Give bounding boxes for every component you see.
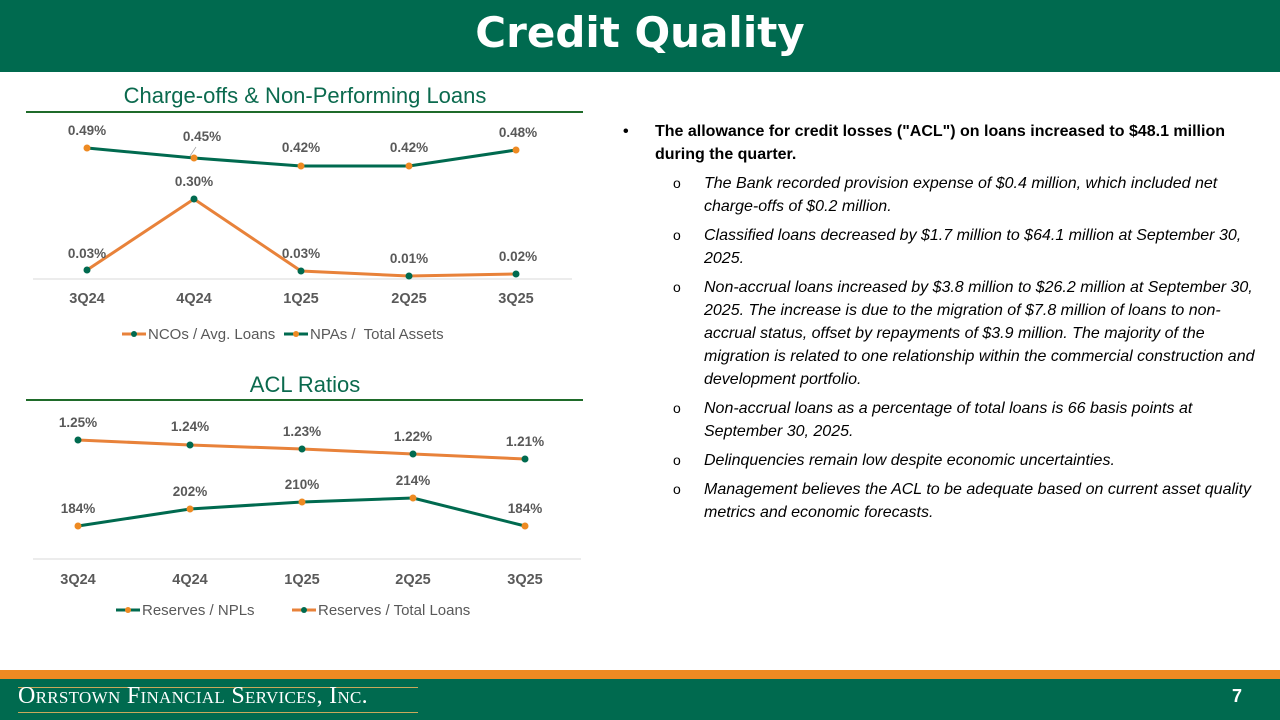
x-tick-label: 2Q25 (391, 291, 426, 307)
sub-bullet-text: Delinquencies remain low despite economi… (704, 452, 1115, 469)
nco-label: 0.03% (68, 246, 106, 261)
page-number: 7 (1231, 686, 1242, 706)
reserves-loans-label: 1.21% (506, 434, 544, 449)
slide-title: Credit Quality (475, 8, 805, 57)
npa-label: 0.48% (499, 125, 537, 140)
sub-bullet: o Management believes the ACL to be adeq… (620, 478, 1260, 524)
main-bullet-text: The allowance for credit losses ("ACL") … (655, 123, 1225, 163)
chargeoffs-chart-title: Charge-offs & Non-Performing Loans (123, 83, 487, 108)
x-tick-label: 3Q25 (507, 572, 542, 588)
sub-bullet-marker: o (673, 227, 681, 243)
npa-label: 0.49% (68, 123, 106, 138)
x-tick-label: 4Q24 (176, 291, 211, 307)
sub-bullet: o The Bank recorded provision expense of… (620, 172, 1260, 218)
acl-legend: Reserves / NPLs Reserves / Total Loans (116, 602, 470, 619)
footer-accent-bar (0, 670, 1280, 679)
reserves-npl-label: 184% (61, 501, 96, 516)
acl-title-rule (26, 399, 583, 401)
bullet-marker: • (623, 123, 629, 140)
acl-chart-title: ACL Ratios (249, 372, 361, 397)
reserves-npl-label: 210% (285, 477, 320, 492)
x-tick-label: 3Q24 (69, 291, 104, 307)
reserves-loans-markers (74, 436, 529, 463)
sub-bullet-marker: o (673, 175, 681, 191)
npa-label: 0.42% (282, 140, 320, 155)
sub-bullet-text: Classified loans decreased by $1.7 milli… (704, 227, 1242, 267)
sub-bullet-text: Management believes the ACL to be adequa… (704, 481, 1252, 521)
sub-bullet: o Non-accrual loans as a percentage of t… (620, 397, 1260, 443)
footer-bar (0, 679, 1280, 720)
legend-nco-label: NCOs / Avg. Loans (148, 326, 275, 343)
legend-loans-label: Reserves / Total Loans (318, 602, 470, 619)
company-logo: Orrstown Financial Services, Inc. (18, 683, 368, 709)
nco-line (86, 197, 517, 278)
reserves-npl-label: 214% (396, 473, 431, 488)
reserves-npl-label: 184% (508, 501, 543, 516)
npa-label: 0.42% (390, 140, 428, 155)
logo-rule-bottom (18, 712, 418, 713)
sub-bullet: o Classified loans decreased by $1.7 mil… (620, 224, 1260, 270)
nco-label: 0.01% (390, 251, 428, 266)
npa-label: 0.45% (183, 129, 221, 144)
reserves-npl-label: 202% (173, 484, 208, 499)
main-bullet: • The allowance for credit losses ("ACL"… (620, 120, 1260, 166)
reserves-loans-label: 1.24% (171, 419, 209, 434)
sub-bullet-marker: o (673, 452, 681, 468)
chargeoffs-title-rule (26, 111, 583, 113)
x-tick-label: 4Q24 (172, 572, 207, 588)
reserves-loans-label: 1.25% (59, 415, 97, 430)
npa-markers (83, 144, 520, 170)
legend-npa-label: NPAs / Total Assets (310, 326, 444, 343)
x-tick-label: 3Q25 (498, 291, 533, 307)
legend-npl-label: Reserves / NPLs (142, 602, 255, 619)
nco-label: 0.02% (499, 249, 537, 264)
logo-rule-top (18, 687, 418, 688)
sub-bullet-marker: o (673, 279, 681, 295)
charts-canvas: 0.49% 0.45% 0.42% 0.42% 0.48% 0.03% 0.30… (33, 123, 581, 619)
leader-line (189, 146, 197, 157)
acl-chart: 1.25% 1.24% 1.23% 1.22% 1.21% 184% 202% … (33, 415, 581, 619)
reserves-loans-label: 1.23% (283, 424, 321, 439)
sub-bullet-marker: o (673, 400, 681, 416)
chargeoffs-chart: 0.49% 0.45% 0.42% 0.42% 0.48% 0.03% 0.30… (33, 123, 572, 343)
sub-bullet: o Non-accrual loans increased by $3.8 mi… (620, 276, 1260, 391)
x-tick-label: 3Q24 (60, 572, 95, 588)
sub-bullet-marker: o (673, 481, 681, 497)
reserves-loans-label: 1.22% (394, 429, 432, 444)
sub-bullet: o Delinquencies remain low despite econo… (620, 449, 1260, 472)
x-tick-label: 2Q25 (395, 572, 430, 588)
x-tick-label: 1Q25 (284, 572, 319, 588)
nco-label: 0.03% (282, 246, 320, 261)
chargeoffs-legend: NCOs / Avg. Loans NPAs / Total Assets (122, 326, 444, 343)
sub-bullet-text: The Bank recorded provision expense of $… (704, 175, 1218, 215)
nco-markers (83, 195, 520, 280)
nco-label: 0.30% (175, 174, 213, 189)
sub-bullet-text: Non-accrual loans increased by $3.8 mill… (704, 279, 1255, 388)
reserves-npl-markers (74, 494, 529, 530)
x-tick-label: 1Q25 (283, 291, 318, 307)
commentary-bullets: • The allowance for credit losses ("ACL"… (620, 120, 1260, 524)
title-bar: Credit Quality (0, 0, 1280, 72)
sub-bullet-text: Non-accrual loans as a percentage of tot… (704, 400, 1193, 440)
